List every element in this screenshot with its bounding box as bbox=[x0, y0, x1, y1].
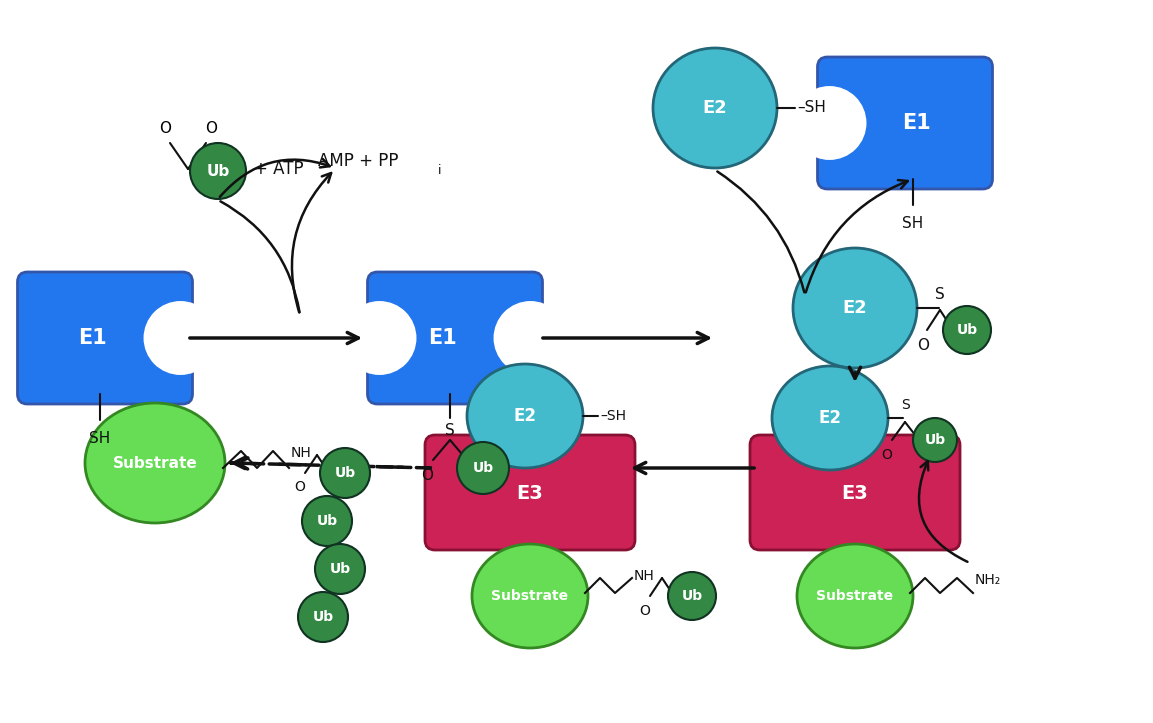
Text: S: S bbox=[935, 287, 944, 302]
Text: O: O bbox=[159, 121, 171, 136]
FancyBboxPatch shape bbox=[368, 272, 543, 404]
Text: O: O bbox=[640, 604, 650, 618]
Ellipse shape bbox=[653, 48, 777, 168]
FancyBboxPatch shape bbox=[17, 272, 193, 404]
Text: E2: E2 bbox=[819, 409, 842, 427]
Circle shape bbox=[792, 86, 866, 160]
Text: Substrate: Substrate bbox=[816, 589, 894, 603]
Text: Ub: Ub bbox=[334, 466, 355, 480]
Text: Ub: Ub bbox=[206, 163, 229, 179]
Text: SH: SH bbox=[90, 431, 111, 446]
Text: E1: E1 bbox=[903, 113, 932, 133]
Circle shape bbox=[668, 572, 716, 620]
Text: S: S bbox=[445, 423, 455, 438]
Text: –SH: –SH bbox=[797, 100, 826, 114]
Text: Ub: Ub bbox=[957, 323, 978, 337]
FancyBboxPatch shape bbox=[817, 57, 993, 189]
Ellipse shape bbox=[797, 544, 913, 648]
Circle shape bbox=[913, 418, 957, 462]
Text: E3: E3 bbox=[517, 484, 543, 502]
Text: Ub: Ub bbox=[681, 589, 702, 603]
Circle shape bbox=[315, 544, 366, 594]
Circle shape bbox=[143, 301, 218, 375]
Text: NH: NH bbox=[291, 446, 311, 460]
FancyBboxPatch shape bbox=[749, 435, 960, 550]
Text: Ub: Ub bbox=[312, 610, 333, 624]
Circle shape bbox=[457, 442, 508, 494]
Text: NH: NH bbox=[634, 569, 655, 583]
Text: –SH: –SH bbox=[600, 409, 626, 423]
Text: Substrate: Substrate bbox=[491, 589, 568, 603]
Text: O: O bbox=[294, 480, 306, 494]
Text: SH: SH bbox=[903, 216, 924, 231]
Text: Ub: Ub bbox=[330, 562, 351, 576]
Text: + ATP: + ATP bbox=[254, 160, 303, 178]
Text: Substrate: Substrate bbox=[113, 455, 197, 471]
Circle shape bbox=[297, 592, 348, 642]
Text: E1: E1 bbox=[78, 328, 107, 348]
Text: E1: E1 bbox=[429, 328, 458, 348]
Circle shape bbox=[302, 496, 352, 546]
Text: Ub: Ub bbox=[925, 433, 945, 447]
Text: O: O bbox=[917, 338, 929, 353]
Text: E2: E2 bbox=[702, 99, 728, 117]
Circle shape bbox=[493, 301, 567, 375]
Text: i: i bbox=[438, 163, 442, 176]
Text: E2: E2 bbox=[843, 299, 867, 317]
Text: E2: E2 bbox=[513, 407, 536, 425]
Ellipse shape bbox=[472, 544, 588, 648]
Text: NH₂: NH₂ bbox=[975, 573, 1001, 587]
Text: O: O bbox=[882, 448, 892, 462]
Ellipse shape bbox=[793, 248, 917, 368]
Text: Ub: Ub bbox=[473, 461, 493, 475]
Text: O: O bbox=[421, 468, 434, 483]
Circle shape bbox=[342, 301, 416, 375]
Ellipse shape bbox=[467, 364, 583, 468]
Text: S: S bbox=[900, 398, 910, 412]
Circle shape bbox=[943, 306, 990, 354]
Text: E3: E3 bbox=[842, 484, 868, 502]
FancyBboxPatch shape bbox=[425, 435, 635, 550]
Text: Ub: Ub bbox=[316, 514, 338, 528]
Ellipse shape bbox=[85, 403, 225, 523]
Circle shape bbox=[321, 448, 370, 498]
Circle shape bbox=[190, 143, 246, 199]
Text: AMP + PP: AMP + PP bbox=[318, 152, 399, 170]
Ellipse shape bbox=[773, 366, 888, 470]
Text: O: O bbox=[205, 121, 217, 136]
